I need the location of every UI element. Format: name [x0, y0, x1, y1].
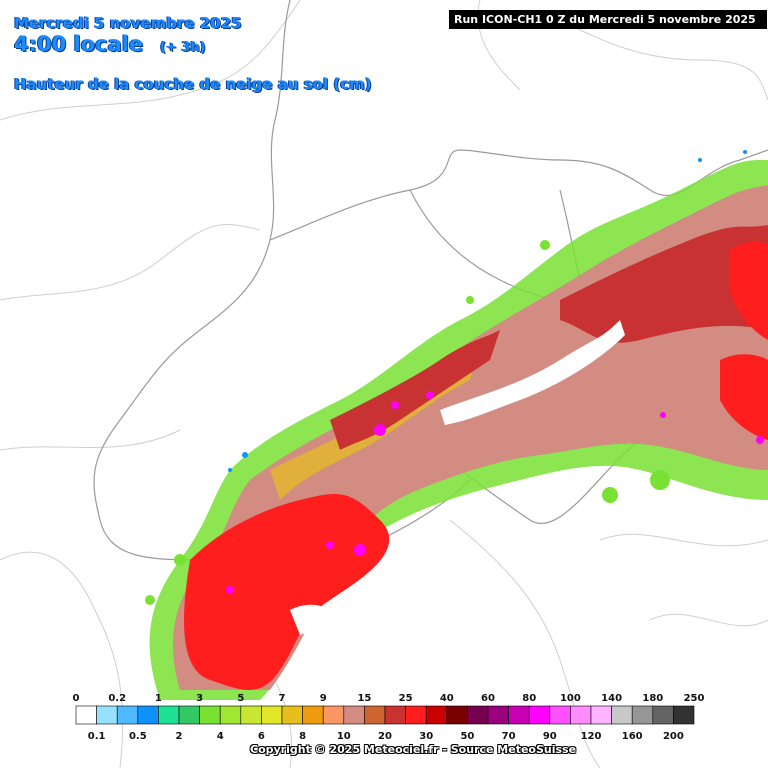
parameter-title: Hauteur de la couche de neige au sol (cm… [14, 75, 372, 93]
lead-time: (+ 3h) [160, 40, 206, 55]
forecast-date: Mercredi 5 novembre 2025 [14, 14, 242, 32]
run-label: Run ICON-CH1 0 Z du Mercredi 5 novembre … [449, 10, 767, 29]
copyright-text: Copyright © 2025 Meteociel.fr - Source M… [250, 743, 577, 756]
forecast-time: 4:00 locale [14, 32, 144, 56]
